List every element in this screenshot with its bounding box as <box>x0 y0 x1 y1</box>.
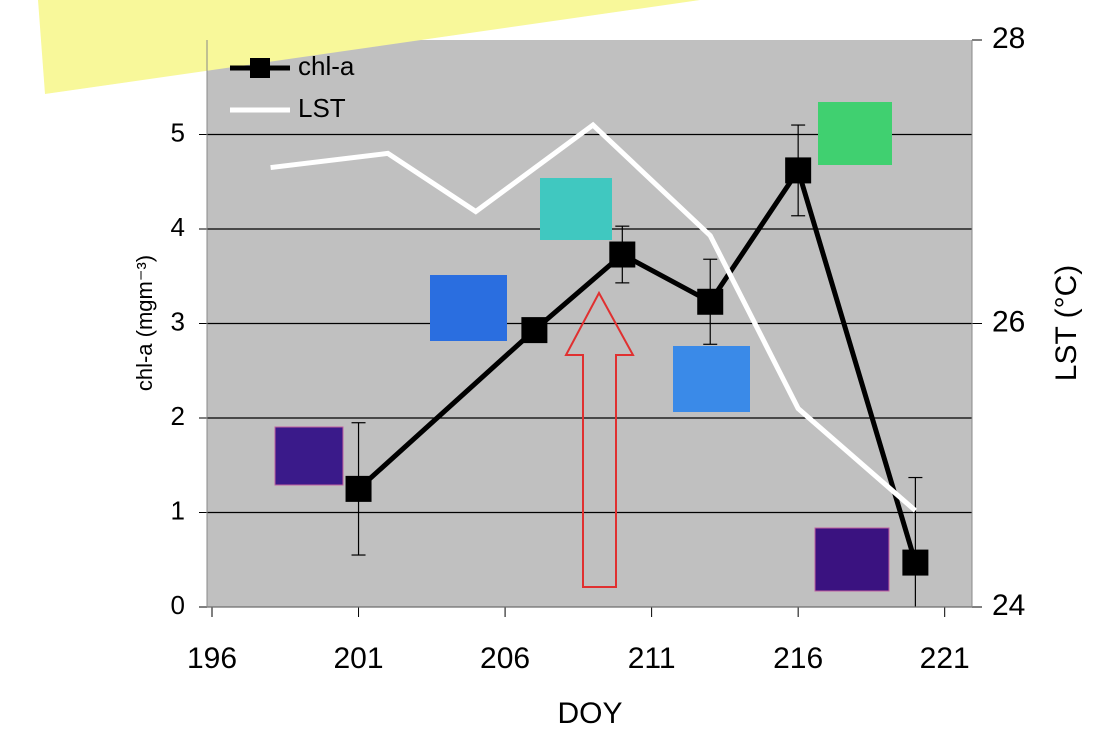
legend-marker <box>250 58 270 78</box>
x-tick-label: 206 <box>480 642 530 675</box>
x-axis-label: DOY <box>557 697 622 730</box>
y-tick-label: 2 <box>171 401 185 431</box>
y2-axis-label: LST (°C) <box>1050 265 1083 381</box>
y-tick-label: 1 <box>171 495 185 525</box>
y-tick-label: 4 <box>171 212 185 242</box>
y-axis-label: chl-a (mgm⁻³) <box>132 255 157 391</box>
marker <box>609 241 636 268</box>
x-tick-label: 216 <box>773 642 823 675</box>
marker <box>345 475 372 502</box>
line <box>270 121 918 513</box>
legend-label: LST <box>298 93 346 123</box>
y2-tick-label: 26 <box>992 305 1025 338</box>
thumbnail <box>540 178 612 240</box>
x-tick-label: 201 <box>334 642 384 675</box>
thumbnail <box>274 426 344 486</box>
y2-tick-label: 24 <box>992 589 1025 622</box>
thumbnail <box>818 102 892 165</box>
y-tick-label: 0 <box>171 590 185 620</box>
arrow <box>564 290 635 588</box>
marker <box>785 157 812 184</box>
legend-label: chl-a <box>298 51 355 81</box>
thumbnail <box>814 527 890 592</box>
thumbnail <box>673 346 750 412</box>
y2-tick-label: 28 <box>992 22 1025 55</box>
x-tick-label: 221 <box>920 642 970 675</box>
thumbnail <box>430 275 507 341</box>
y-tick-label: 5 <box>171 117 185 147</box>
marker <box>902 549 929 576</box>
line <box>356 164 918 564</box>
x-tick-label: 211 <box>628 642 676 675</box>
marker <box>521 317 548 344</box>
y-tick-label: 3 <box>171 306 185 336</box>
sticky-note <box>0 0 700 94</box>
x-tick-label: 196 <box>187 642 237 675</box>
marker <box>697 288 724 315</box>
